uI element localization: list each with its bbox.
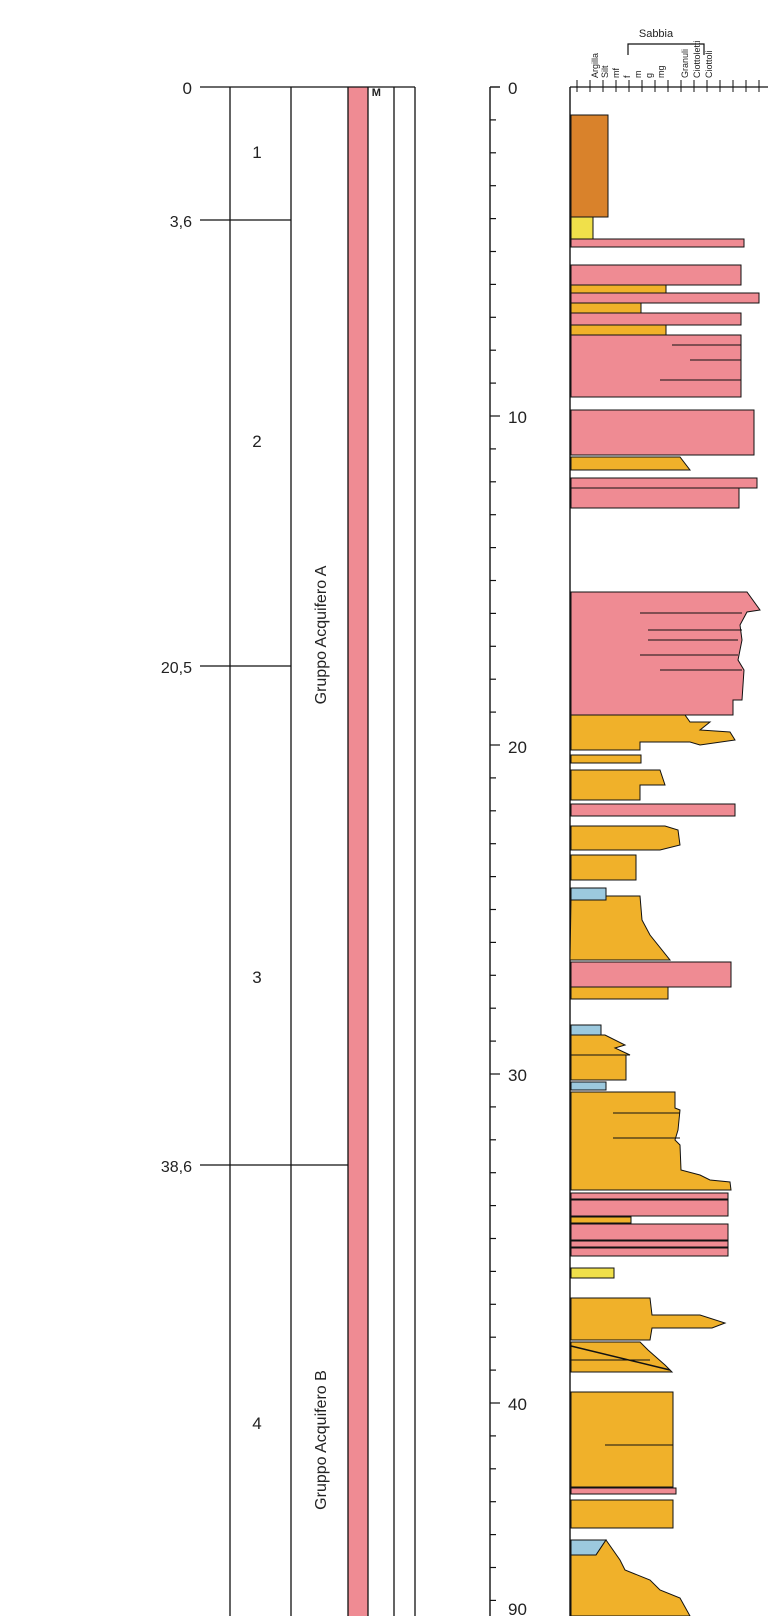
grain-class-label: Silt (600, 65, 610, 78)
lithology-column (569, 87, 761, 1616)
unit-number-2: 2 (252, 432, 261, 451)
grain-class-label: m (633, 71, 643, 79)
aquifer-column: C T M 0 3,6 20,5 38,6 1 2 3 4 Gruppo Acq… (161, 79, 416, 1616)
grain-class-label: Ciottoletti (692, 40, 702, 78)
grain-size-header: Sabbia Argilla Silt mf f m g mg Granuli Ciottole… (570, 28, 768, 92)
depth-label-0: 0 (183, 79, 192, 98)
scale-label-30: 30 (508, 1066, 527, 1085)
grain-class-label: Granuli (680, 49, 690, 78)
group-label-a: Gruppo Acquifero A (313, 565, 330, 704)
unit-number-1: 1 (252, 143, 261, 162)
scale-label-90: 90 (508, 1600, 527, 1616)
unit-number-4: 4 (252, 1414, 261, 1433)
depth-scale: 0 10 20 30 40 90 (489, 79, 527, 1616)
grain-class-label: mf (611, 68, 621, 78)
scale-label-0: 0 (508, 79, 517, 98)
pink-band (348, 87, 368, 1616)
sabbia-label: Sabbia (639, 28, 674, 40)
depth-label-38-6: 38,6 (161, 1159, 192, 1176)
scale-label-40: 40 (508, 1395, 527, 1414)
grain-class-label: mg (656, 65, 666, 78)
scale-label-20: 20 (508, 738, 527, 757)
unit-number-3: 3 (252, 968, 261, 987)
grain-class-label: Ciottoli (704, 50, 714, 78)
depth-label-3-6: 3,6 (170, 214, 192, 231)
scale-label-10: 10 (508, 408, 527, 427)
grain-class-label: g (644, 73, 654, 78)
depth-label-20-5: 20,5 (161, 660, 192, 677)
group-label-b: Gruppo Acquifero B (313, 1370, 330, 1510)
grain-class-label: f (622, 75, 632, 78)
grain-class-label: Argilla (590, 53, 600, 78)
